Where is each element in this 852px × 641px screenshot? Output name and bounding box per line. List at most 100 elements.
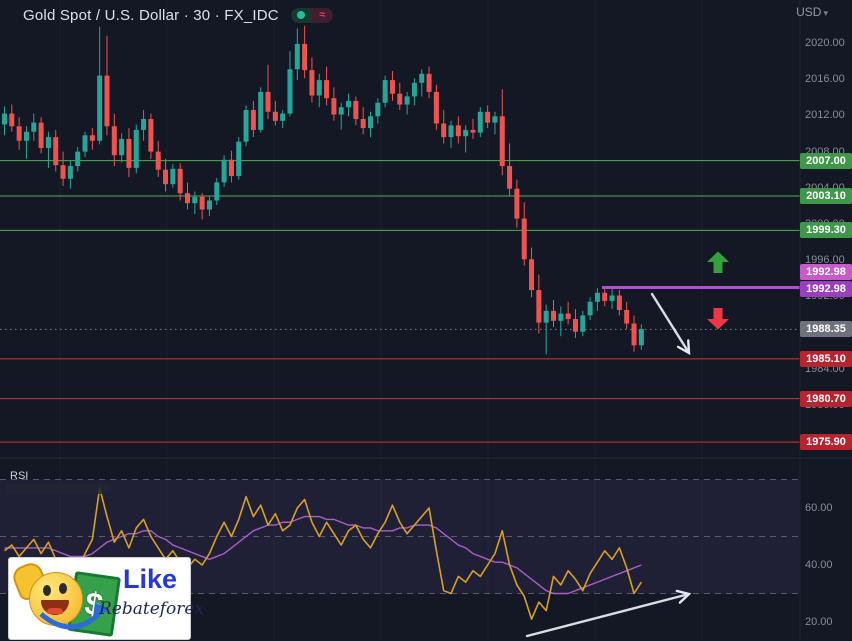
chevron-down-icon: ▾ [823,8,828,18]
smiley-face-icon [29,572,83,626]
price-tick-label: 2012.00 [805,109,845,122]
candle-body [536,290,542,323]
candle-body [594,292,600,302]
price-tick-label: 2016.00 [805,73,845,86]
candle-body [31,122,37,132]
candle-body [441,123,447,138]
currency-label: USD [796,5,822,19]
resistance-price-chip: 2007.00 [800,152,852,169]
candle-body [199,196,205,210]
candle-body [53,137,59,166]
rsi-legend-blurred-values [6,484,108,494]
candle-body [521,218,527,260]
candle-body [419,73,425,83]
candle-body [455,125,461,137]
candle-body [507,166,513,189]
candle-body [258,91,264,130]
candle-body [206,200,212,210]
resistance-price-chip: 1999.30 [800,222,852,239]
rsi-tick-label: 60.00 [805,502,833,514]
candle-body [324,80,330,99]
thumbs-up-smiley-icon: $ [9,559,121,637]
curved-arrow-icon [39,602,109,630]
candle-body [572,319,578,332]
logo-brand-line1: Like [122,564,178,594]
price-tick-label: 2020.00 [805,37,845,49]
candle-body [287,69,293,114]
candle-body [624,309,630,324]
rsi-uptrend-arrow [525,593,689,638]
rsi-tick-label: 20.00 [805,616,833,628]
current-price-chip: 1988.35 [800,321,852,338]
candle-body [228,159,234,177]
candle-body [638,328,644,346]
candle-body [155,151,161,170]
candle-body [67,166,73,179]
chart-header: Gold Spot / U.S. Dollar · 30 · FX_IDC ≈ [23,4,333,26]
currency-selector[interactable]: USD ▾ [796,5,828,19]
candle-body [280,113,286,121]
price-axis[interactable]: 2020.002016.002012.002008.002004.002000.… [800,0,852,641]
logo-brand-line2: Rebateforex [99,599,205,619]
price-downtrend-arrow [650,292,690,353]
rsi-indicator-label: RSI [10,470,29,482]
candle-body [192,196,198,204]
candle-body [470,129,476,133]
candle-body [185,193,190,204]
entry-price-chip: 1992.98 [800,263,852,280]
rsi-line [4,487,643,620]
candle-body [265,91,271,112]
candle-body [499,116,505,167]
resistance-price-chip: 2003.10 [800,187,852,204]
candle-body [558,313,564,321]
candle-body [368,116,373,129]
candle-body [353,100,359,120]
bearish-arrow-marker [707,319,729,330]
candle-body [382,80,388,103]
candle-body [463,129,469,137]
bearish-arrow-marker [713,308,723,319]
price-downtrend-arrow-head [676,339,691,356]
candle-body [609,295,615,301]
candle-body [236,141,242,177]
candle-body [602,292,608,301]
candle-body [16,126,22,141]
candle-body [148,119,154,152]
candle-body [177,168,183,194]
candle-body [243,109,249,142]
candle-body [104,75,110,127]
candle-body [529,259,535,291]
candle-body [397,93,403,105]
candle-body [126,138,132,168]
adjusted-data-icon: ≈ [311,7,333,23]
candle-body [45,137,51,148]
candle-body [60,165,66,179]
candle-body [141,119,147,130]
candle-body [214,182,220,201]
entry-price-chip: 1992.98 [800,280,852,297]
candle-body [316,80,322,96]
candle-body [375,102,381,117]
candle-body [9,113,15,127]
candle-body [551,310,556,321]
candle-body [250,109,256,130]
candle-body [411,82,417,97]
candle-body [631,323,637,346]
candle-body [302,43,308,71]
candle-body [448,125,454,138]
candle-body [433,91,439,124]
candle-body [492,116,498,123]
candle-body [309,70,315,96]
chart-status-toggle[interactable]: ≈ [290,7,333,23]
logo-text: Like Rebateforex [99,564,204,619]
candle-body [89,135,95,141]
candle-body [543,310,549,323]
candle-body [82,135,88,152]
candle-body [2,113,7,125]
rsi-uptrend-arrow-head [675,589,692,604]
candle-body [75,151,81,167]
candle-body [426,73,432,92]
rsi-ma-line [4,515,642,595]
